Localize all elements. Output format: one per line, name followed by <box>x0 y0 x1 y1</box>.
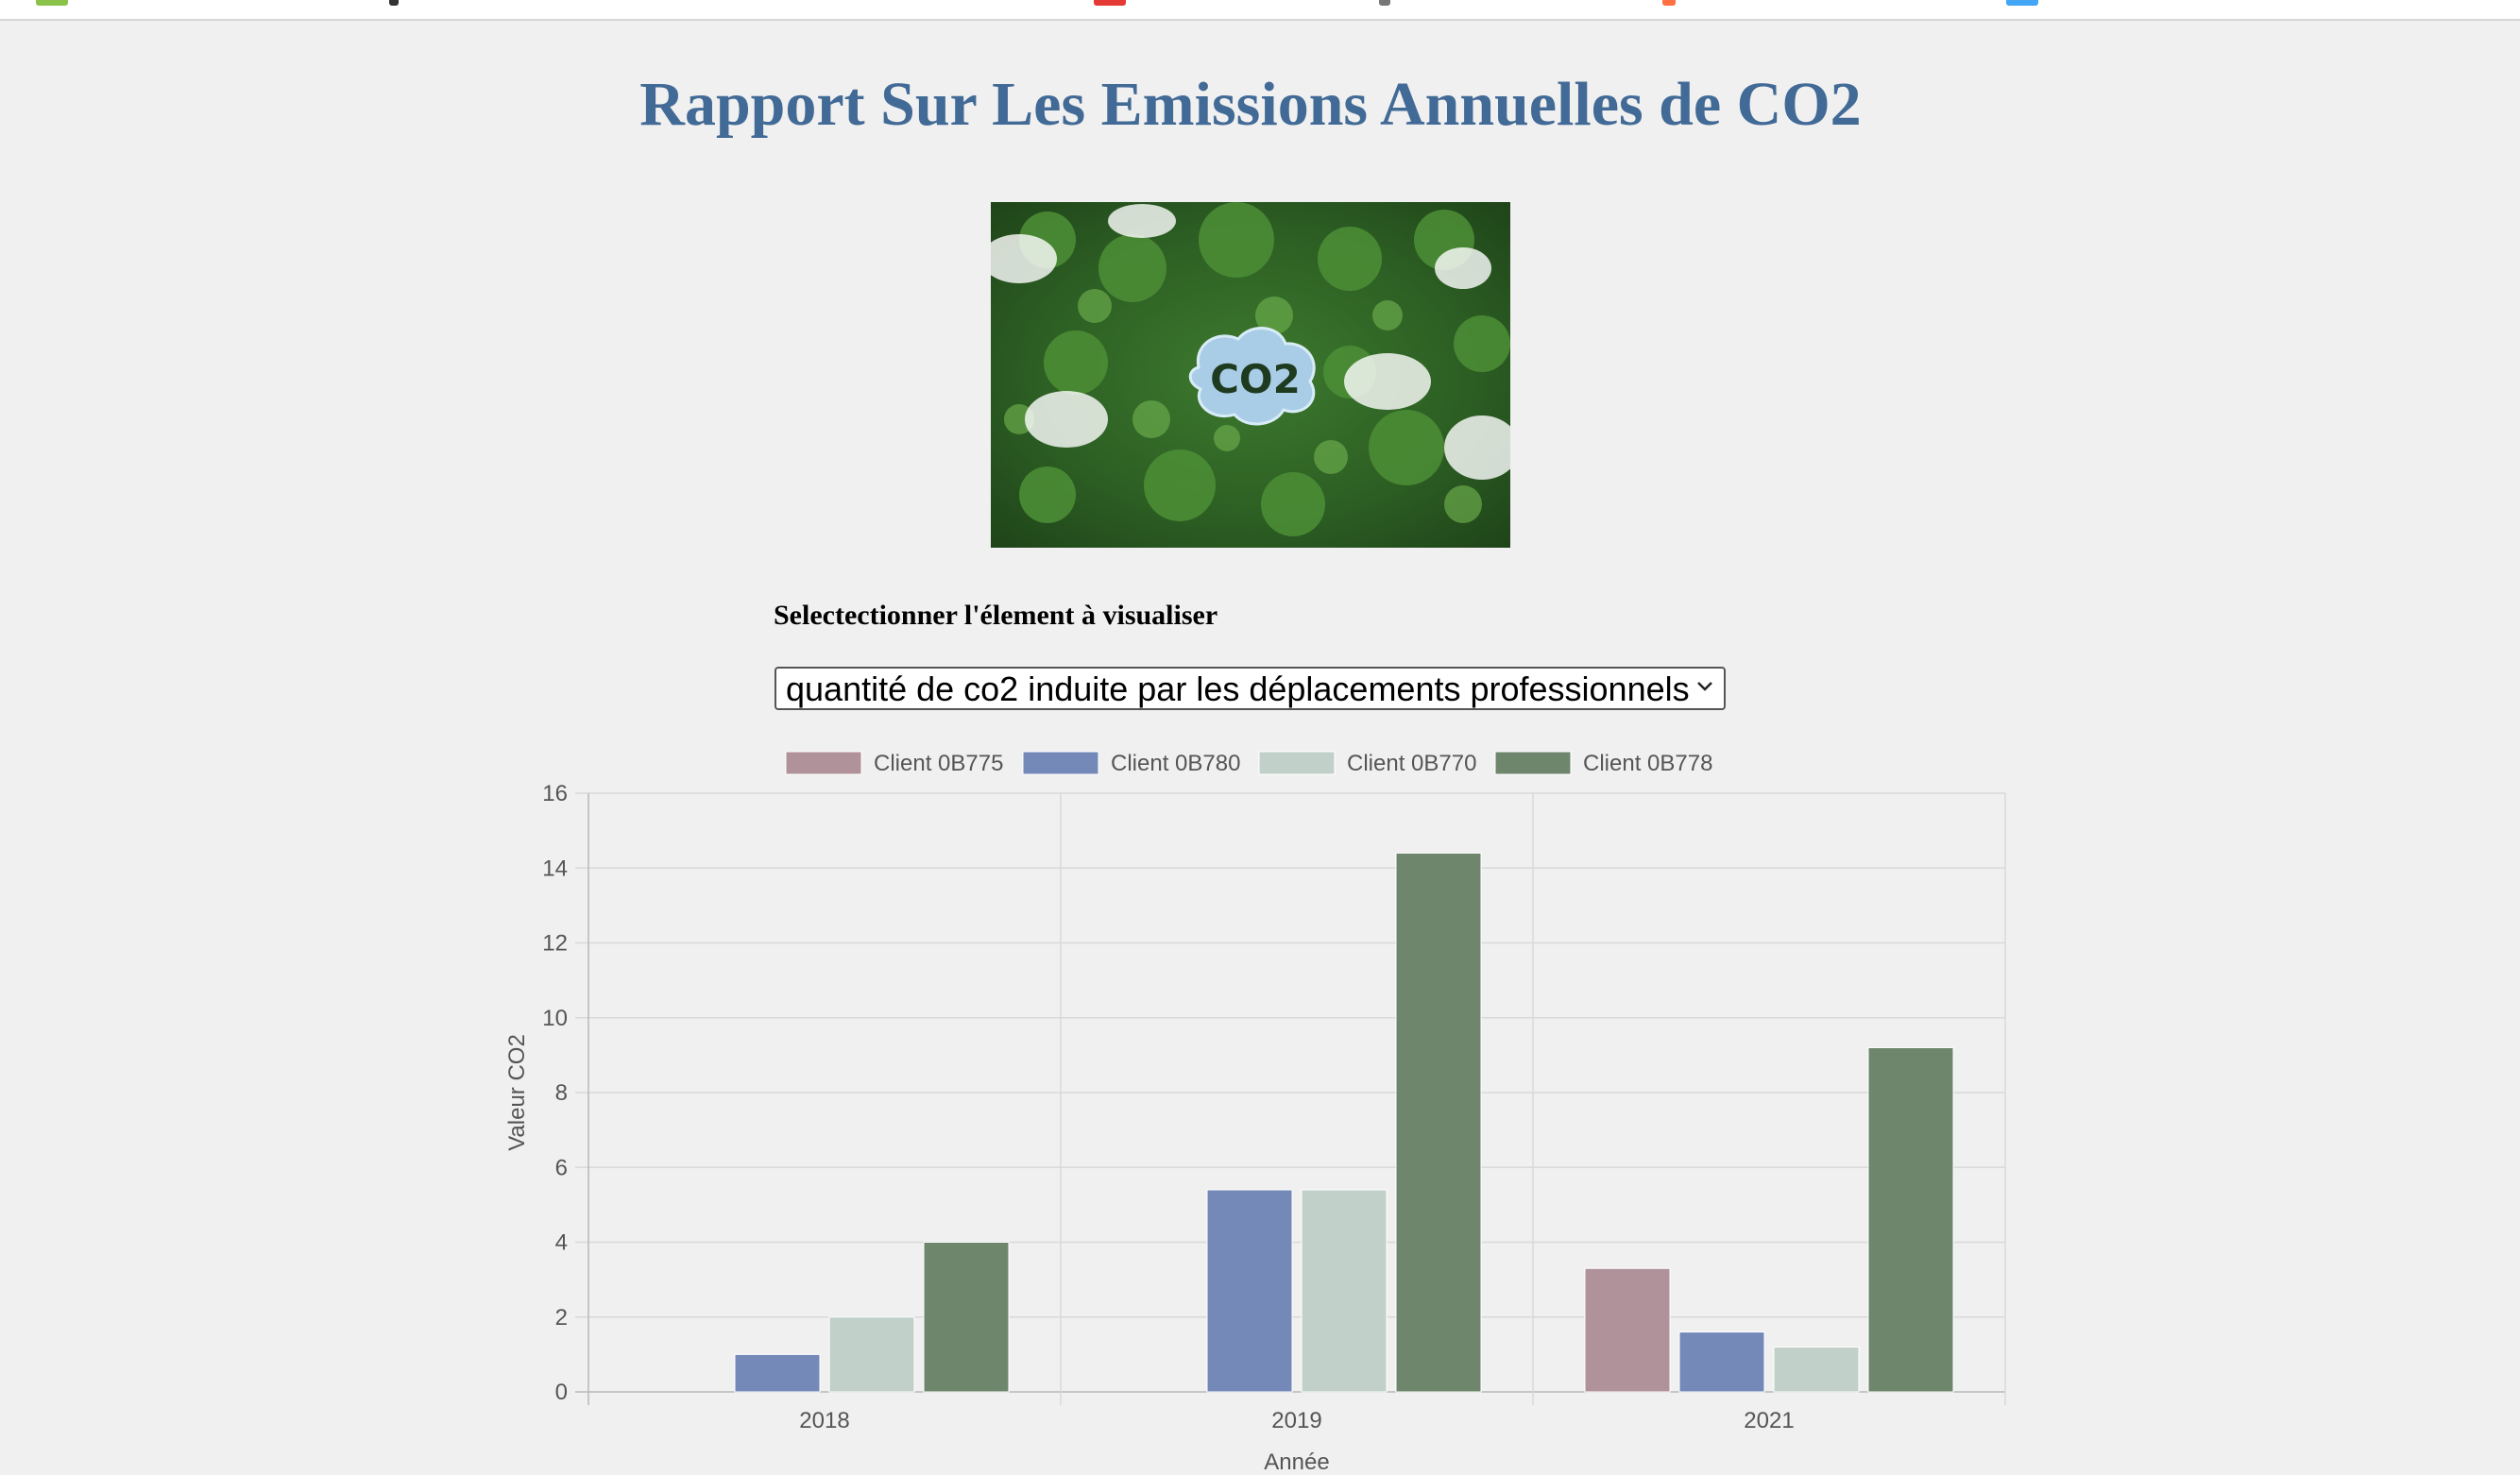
legend-swatch[interactable] <box>1258 751 1336 775</box>
y-tick-label: 6 <box>555 1155 568 1180</box>
y-axis-title: Valeur CO2 <box>504 1034 530 1151</box>
bar[interactable] <box>1301 1189 1388 1393</box>
chevron-down-icon <box>1697 682 1712 691</box>
bar[interactable] <box>1206 1189 1293 1393</box>
y-tick-label: 12 <box>542 931 568 957</box>
y-tick-label: 16 <box>542 781 568 806</box>
selector-label: Selectectionner l'élement à visualiser <box>774 600 1218 631</box>
legend-swatch[interactable] <box>1494 751 1572 775</box>
element-select[interactable]: quantité de co2 induite par les déplacem… <box>775 667 1726 710</box>
bar[interactable] <box>1773 1346 1860 1393</box>
bookmark-icon[interactable] <box>1379 0 1390 6</box>
legend-label[interactable]: Client 0B778 <box>1583 751 1712 776</box>
y-tick-label: 4 <box>555 1230 568 1256</box>
bookmark-icon[interactable] <box>1094 0 1126 6</box>
bar[interactable] <box>1584 1267 1671 1393</box>
bar[interactable] <box>734 1353 821 1393</box>
y-tick-label: 8 <box>555 1080 568 1106</box>
browser-bookmarks-bar <box>0 0 2520 21</box>
bookmark-icon[interactable] <box>1662 0 1676 6</box>
page-title: Rapport Sur Les Emissions Annuelles de C… <box>639 70 1862 139</box>
x-tick-label: 2019 <box>1271 1408 1321 1433</box>
y-tick-label: 2 <box>555 1305 568 1331</box>
legend-swatch[interactable] <box>785 751 862 775</box>
co2-forest-graphic: CO2 <box>991 202 1510 548</box>
bookmark-icon[interactable] <box>2006 0 2038 6</box>
element-select-value: quantité de co2 induite par les déplacem… <box>786 670 1690 708</box>
bar[interactable] <box>1678 1331 1765 1393</box>
y-tick-label: 0 <box>555 1380 568 1405</box>
legend-label[interactable]: Client 0B780 <box>1111 751 1240 776</box>
bookmark-icon[interactable] <box>36 0 68 6</box>
y-tick-label: 14 <box>542 856 568 881</box>
legend-label[interactable]: Client 0B775 <box>874 751 1003 776</box>
co2-forest-image: CO2 <box>991 202 1510 548</box>
legend-swatch[interactable] <box>1022 751 1099 775</box>
y-tick-label: 10 <box>542 1006 568 1031</box>
bar[interactable] <box>828 1316 915 1393</box>
x-tick-label: 2018 <box>799 1408 849 1433</box>
x-axis-title: Année <box>1264 1450 1329 1475</box>
bookmark-icon[interactable] <box>389 0 399 6</box>
x-tick-label: 2021 <box>1744 1408 1794 1433</box>
bar[interactable] <box>923 1242 1010 1393</box>
legend-label[interactable]: Client 0B770 <box>1347 751 1476 776</box>
co2-caption: CO2 <box>1210 356 1301 402</box>
bar[interactable] <box>1395 852 1482 1393</box>
bar[interactable] <box>1867 1046 1954 1393</box>
